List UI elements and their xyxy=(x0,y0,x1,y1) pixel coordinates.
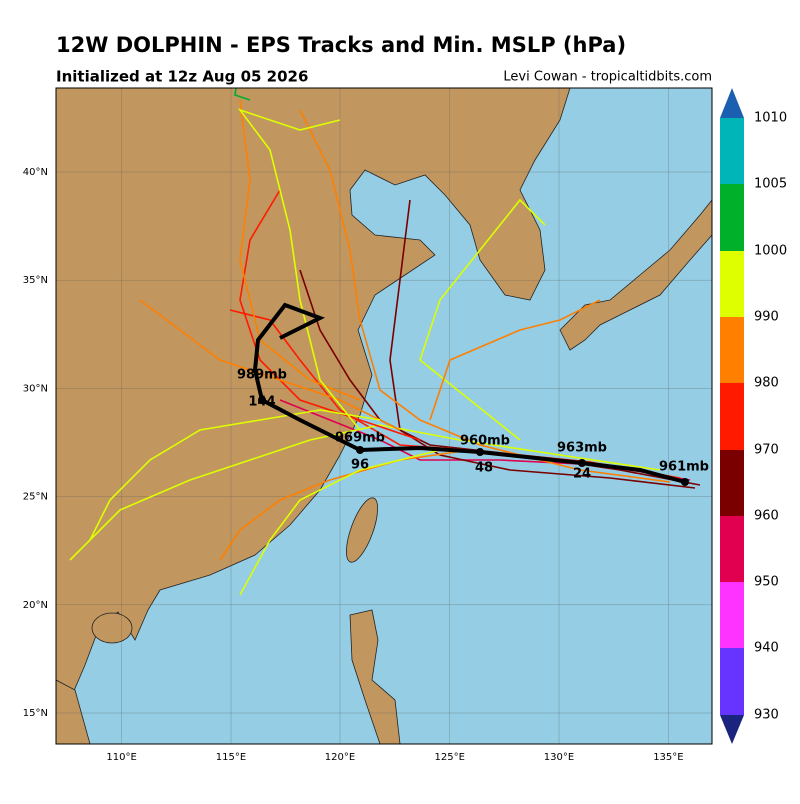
colorbar-label: 930 xyxy=(754,708,779,723)
track-label: 960mb xyxy=(460,434,510,449)
lat-label: 15°N xyxy=(23,708,48,719)
title: 12W DOLPHIN - EPS Tracks and Min. MSLP (… xyxy=(56,33,626,57)
lat-label: 20°N xyxy=(23,600,48,611)
lat-label: 40°N xyxy=(23,167,48,178)
lon-labels: 110°E 115°E 120°E 125°E 130°E 135°E xyxy=(106,752,683,763)
lon-label: 115°E xyxy=(216,752,246,763)
lon-label: 110°E xyxy=(106,752,136,763)
credit: Levi Cowan - tropicaltidbits.com xyxy=(503,70,712,85)
colorbar-label: 950 xyxy=(754,575,779,590)
lat-label: 35°N xyxy=(23,275,48,286)
graticule xyxy=(56,88,712,744)
lat-labels: 15°N 20°N 25°N 30°N 35°N 40°N xyxy=(23,167,48,719)
lon-label: 120°E xyxy=(325,752,355,763)
track-label: 24 xyxy=(573,467,591,482)
track-label: 969mb xyxy=(335,431,385,446)
colorbar-label: 940 xyxy=(754,641,779,656)
ensemble-tracks xyxy=(69,88,701,596)
colorbar-label: 970 xyxy=(754,443,779,458)
track-label: 48 xyxy=(475,461,493,476)
colorbar-label: 1000 xyxy=(754,244,787,259)
colorbar-label: 960 xyxy=(754,509,779,524)
lon-label: 125°E xyxy=(434,752,464,763)
map-frame xyxy=(55,87,713,745)
track-label: 144 xyxy=(248,395,275,410)
mean-track-points xyxy=(258,396,689,486)
track-label: 989mb xyxy=(237,368,287,383)
lat-label: 30°N xyxy=(23,383,48,394)
colorbar-labels: 1010 1005 1000 990 980 970 960 950 940 9… xyxy=(754,111,787,723)
mean-track-labels: 961mb 24 963mb 48 960mb 96 969mb 144 989… xyxy=(237,368,709,482)
colorbar-label: 980 xyxy=(754,376,779,391)
subtitle: Initialized at 12z Aug 05 2026 xyxy=(56,68,308,86)
lat-label: 25°N xyxy=(23,492,48,503)
colorbar-label: 1010 xyxy=(754,111,787,126)
track-label: 963mb xyxy=(557,441,607,456)
track-label: 96 xyxy=(351,458,369,473)
map xyxy=(56,88,712,744)
colorbar-label: 1005 xyxy=(754,177,787,192)
land xyxy=(56,88,712,744)
lon-label: 135°E xyxy=(653,752,683,763)
colorbar-label: 990 xyxy=(754,310,779,325)
colorbar xyxy=(720,88,744,744)
track-label: 961mb xyxy=(659,460,709,475)
lon-label: 130°E xyxy=(544,752,574,763)
